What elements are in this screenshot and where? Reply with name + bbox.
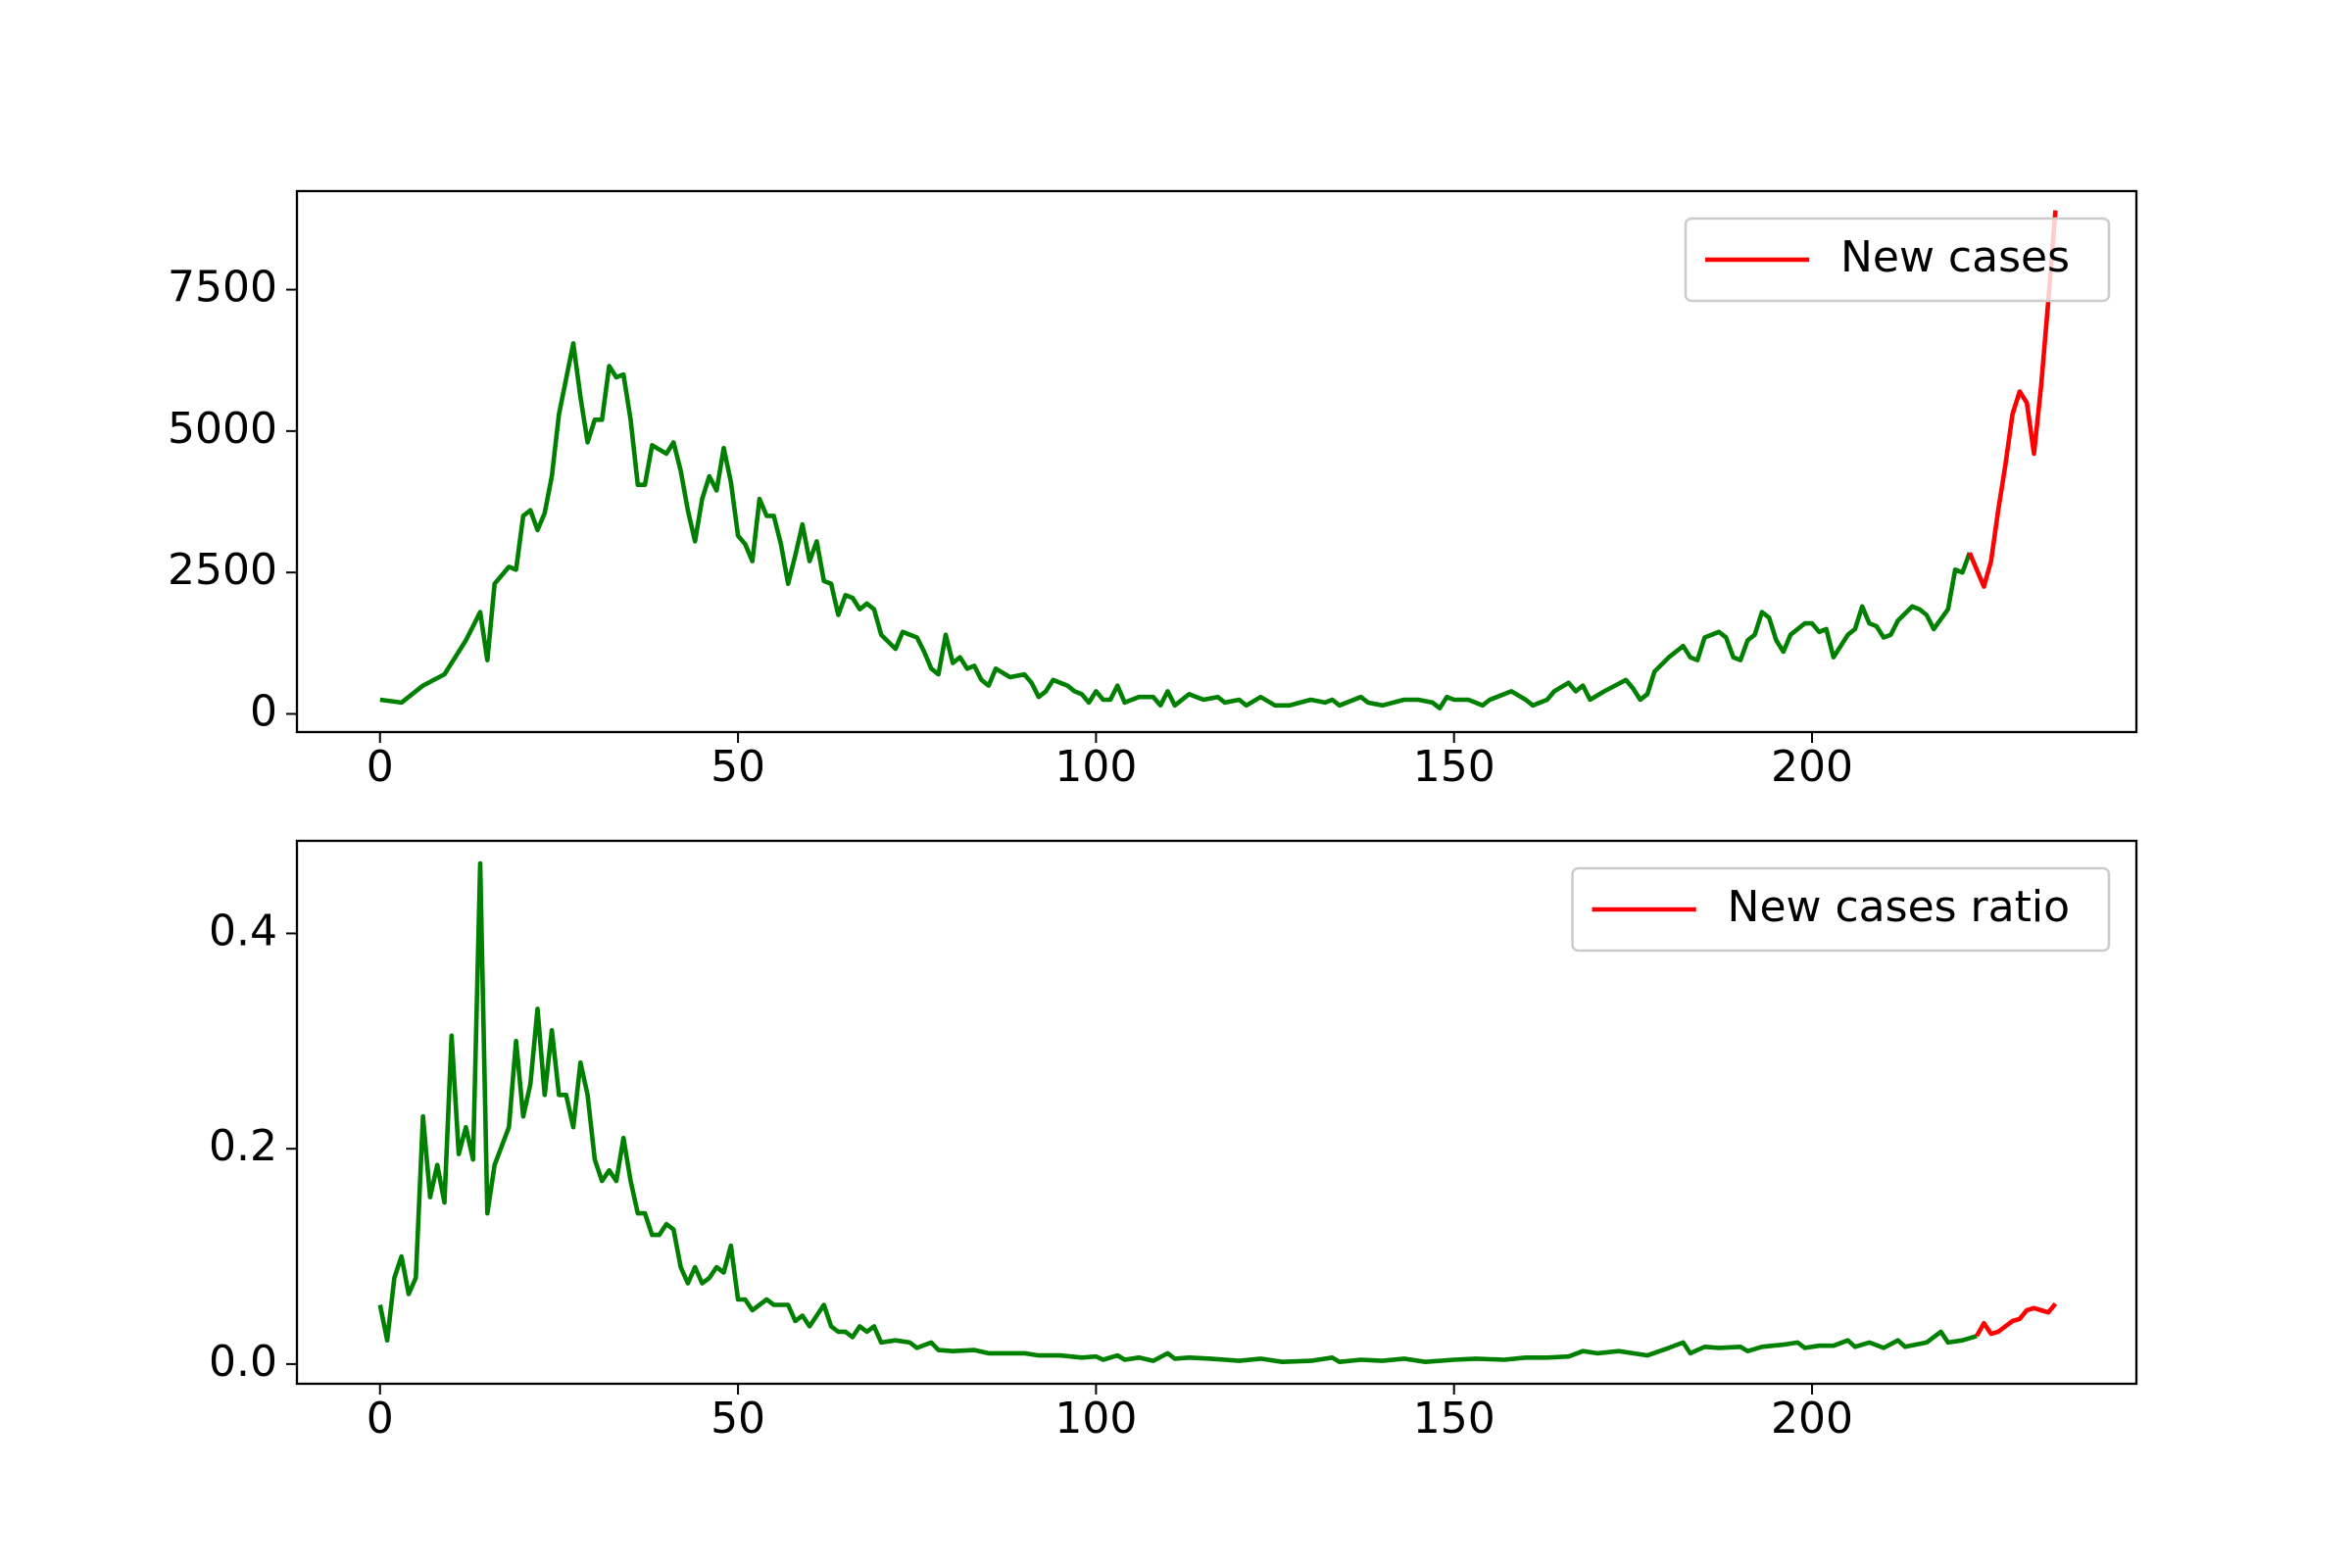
- data-line: [1975, 1301, 2058, 1338]
- legend-box: [1571, 866, 2111, 953]
- x-tick-label: 200: [1771, 1394, 1853, 1444]
- x-tick-label: 150: [1413, 742, 1495, 792]
- legend: New cases: [1684, 217, 2111, 303]
- x-tick-label: 50: [710, 1394, 765, 1444]
- legend-label: New cases ratio: [1728, 882, 2070, 932]
- y-tick-label: 0: [250, 686, 277, 736]
- y-tick-label: 0.4: [209, 906, 277, 956]
- x-tick-label: 100: [1054, 1394, 1137, 1444]
- y-tick-label: 7500: [168, 263, 277, 313]
- y-tick-label: 5000: [168, 404, 277, 454]
- axes-frame: [295, 189, 2138, 734]
- axes-frame: [295, 839, 2138, 1386]
- data-line: [379, 341, 1972, 710]
- y-tick-label: 0.0: [209, 1337, 277, 1387]
- data-line: [1967, 210, 2058, 589]
- legend-box: [1684, 217, 2111, 303]
- x-tick-label: 200: [1771, 742, 1853, 792]
- x-tick-label: 150: [1413, 1394, 1495, 1444]
- x-tick-label: 0: [367, 742, 394, 792]
- legend-label: New cases: [1840, 232, 2070, 282]
- x-tick-label: 0: [367, 1394, 394, 1444]
- y-tick-label: 0.2: [209, 1121, 277, 1171]
- data-line: [377, 860, 1978, 1364]
- x-tick-label: 100: [1054, 742, 1137, 792]
- legend: New cases ratio: [1571, 866, 2111, 953]
- x-tick-label: 50: [710, 742, 765, 792]
- y-tick-label: 2500: [168, 545, 277, 595]
